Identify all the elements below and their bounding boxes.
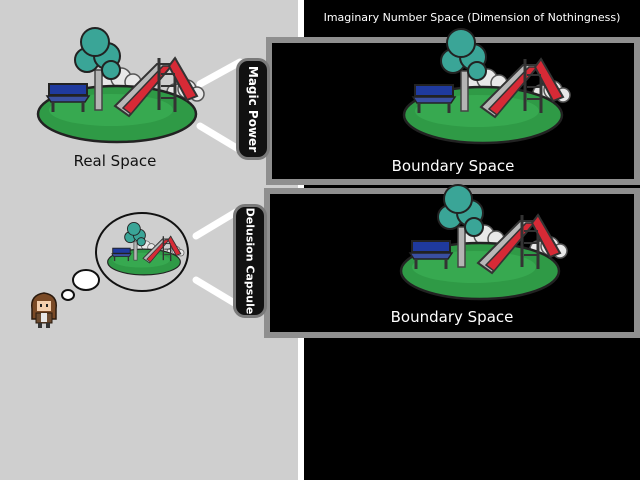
playground-icon-boundary-bottom xyxy=(399,183,569,301)
playground-icon-boundary-top xyxy=(402,27,572,145)
arrow-line-bottom-upper xyxy=(192,208,240,240)
arrow-line-top-lower xyxy=(196,122,244,154)
imaginary-space-title: Imaginary Number Space (Dimension of Not… xyxy=(323,11,621,24)
boundary-label-top: Boundary Space xyxy=(391,157,515,175)
playground-icon-real xyxy=(36,26,206,144)
boundary-label-bottom: Boundary Space xyxy=(390,308,514,326)
girl-character-icon xyxy=(31,292,57,328)
delusion-capsule-pill: Delusion Capsule xyxy=(233,204,267,318)
real-space-label: Real Space xyxy=(73,152,157,170)
arrow-line-top-upper xyxy=(196,58,244,88)
arrow-line-bottom-lower xyxy=(192,276,240,308)
magic-power-pill: Magic Power xyxy=(236,58,270,160)
